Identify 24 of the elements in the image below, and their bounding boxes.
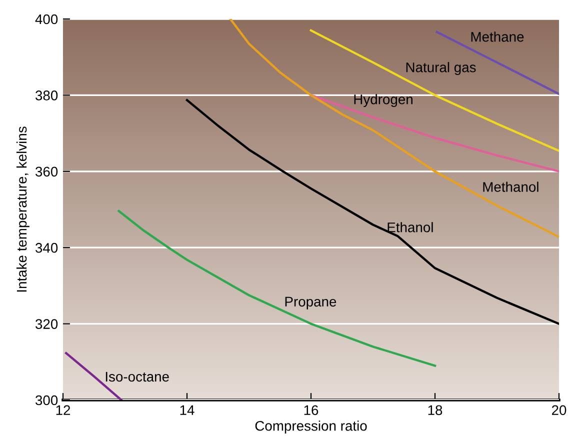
y-tick-label: 400 [35,14,58,24]
x-tick-label: 14 [180,405,194,415]
series-label: Methanol [483,182,538,192]
x-tick-label: 12 [56,405,70,415]
y-tick-label: 320 [36,319,58,329]
line-series [118,210,436,367]
line-series [310,94,559,173]
x-tick-label: 16 [304,405,318,416]
series-label: Hydrogen [354,94,412,108]
y-axis-title: Intake temperature, kelvins [16,126,30,292]
x-tick-label: 18 [428,405,442,416]
series-label: Iso-octane [106,372,169,382]
x-axis-title: Compression ratio [255,420,367,434]
series-label: Propane [285,296,336,310]
y-tick-label: 380 [36,90,58,100]
series-label: Natural gas [406,62,476,76]
x-tick-label: 20 [552,405,566,416]
series-label: Ethanol [388,222,433,232]
line-series [310,29,559,152]
y-tick-label: 300 [36,395,58,406]
series-label: Methane [471,32,524,42]
line-series [229,19,559,238]
y-tick-label: 360 [36,166,58,177]
y-tick-label: 340 [36,242,58,253]
